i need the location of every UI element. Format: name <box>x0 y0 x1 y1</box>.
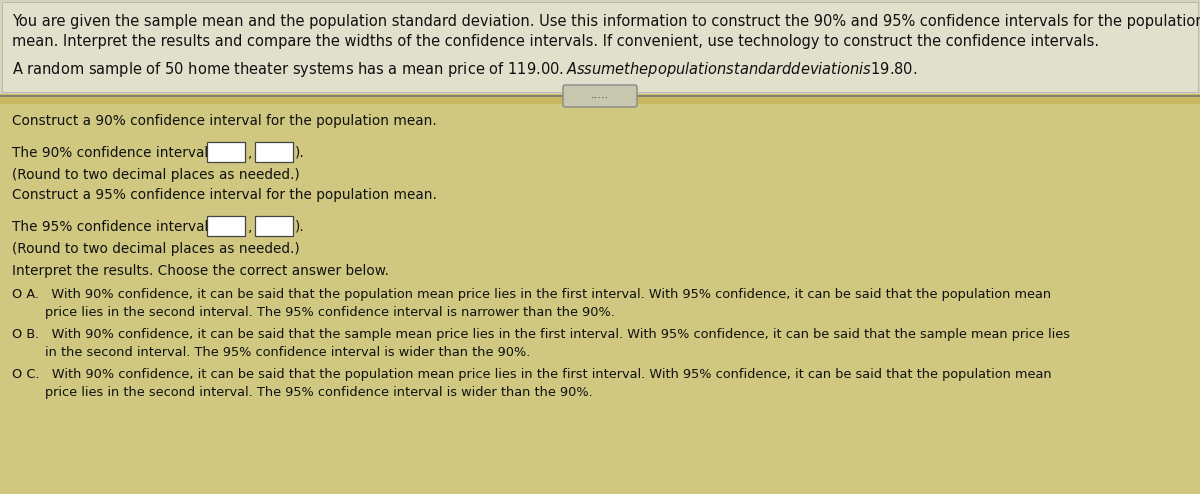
Text: Construct a 95% confidence interval for the population mean.: Construct a 95% confidence interval for … <box>12 188 437 202</box>
Text: You are given the sample mean and the population standard deviation. Use this in: You are given the sample mean and the po… <box>12 14 1200 29</box>
Bar <box>2 2 1198 92</box>
Text: ).: ). <box>295 146 305 160</box>
Text: ,: , <box>248 220 252 234</box>
Text: The 90% confidence interval is (: The 90% confidence interval is ( <box>12 146 233 160</box>
Bar <box>0 0 1200 94</box>
Text: Interpret the results. Choose the correct answer below.: Interpret the results. Choose the correc… <box>12 264 389 278</box>
Bar <box>208 142 245 162</box>
Text: price lies in the second interval. The 95% confidence interval is wider than the: price lies in the second interval. The 9… <box>12 386 593 399</box>
Text: O B.   With 90% confidence, it can be said that the sample mean price lies in th: O B. With 90% confidence, it can be said… <box>12 328 1070 341</box>
Text: price lies in the second interval. The 95% confidence interval is narrower than : price lies in the second interval. The 9… <box>12 306 614 319</box>
Text: ,: , <box>248 146 252 160</box>
Text: A random sample of 50 home theater systems has a mean price of $119.00. Assume t: A random sample of 50 home theater syste… <box>12 60 917 79</box>
Bar <box>256 216 293 236</box>
Text: ).: ). <box>295 220 305 234</box>
Text: The 95% confidence interval is (: The 95% confidence interval is ( <box>12 220 233 234</box>
Text: Construct a 90% confidence interval for the population mean.: Construct a 90% confidence interval for … <box>12 114 437 128</box>
Text: (Round to two decimal places as needed.): (Round to two decimal places as needed.) <box>12 168 300 182</box>
FancyBboxPatch shape <box>563 85 637 107</box>
Text: O C.   With 90% confidence, it can be said that the population mean price lies i: O C. With 90% confidence, it can be said… <box>12 368 1051 381</box>
Text: (Round to two decimal places as needed.): (Round to two decimal places as needed.) <box>12 242 300 256</box>
Bar <box>0 104 1200 494</box>
Bar <box>256 142 293 162</box>
Text: mean. Interpret the results and compare the widths of the confidence intervals. : mean. Interpret the results and compare … <box>12 34 1099 49</box>
Text: in the second interval. The 95% confidence interval is wider than the 90%.: in the second interval. The 95% confiden… <box>12 346 530 359</box>
Text: .....: ..... <box>590 90 610 100</box>
Bar <box>208 216 245 236</box>
Text: O A.   With 90% confidence, it can be said that the population mean price lies i: O A. With 90% confidence, it can be said… <box>12 288 1051 301</box>
